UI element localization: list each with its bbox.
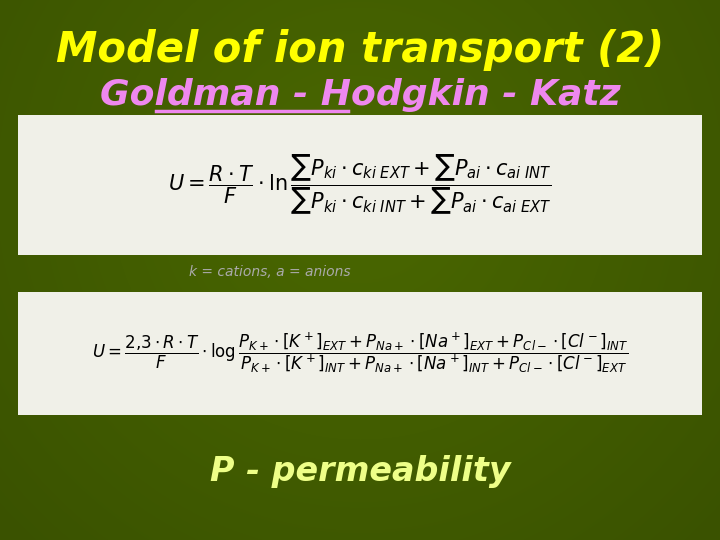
- Text: k = cations, a = anions: k = cations, a = anions: [189, 265, 351, 279]
- FancyBboxPatch shape: [18, 292, 702, 415]
- Text: Model of ion transport (2): Model of ion transport (2): [56, 29, 664, 71]
- Text: P - permeability: P - permeability: [210, 456, 510, 489]
- Text: $\mathit{U} = \dfrac{2{,}3 \cdot \mathit{R} \cdot \mathit{T}}{\mathit{F}} \cdot : $\mathit{U} = \dfrac{2{,}3 \cdot \mathit…: [92, 331, 628, 376]
- Text: Goldman - Hodgkin - Katz: Goldman - Hodgkin - Katz: [99, 78, 621, 112]
- FancyBboxPatch shape: [18, 115, 702, 255]
- Text: $\mathit{U} = \dfrac{\mathit{R} \cdot \mathit{T}}{\mathit{F}} \cdot \ln\dfrac{\s: $\mathit{U} = \dfrac{\mathit{R} \cdot \m…: [168, 153, 552, 217]
